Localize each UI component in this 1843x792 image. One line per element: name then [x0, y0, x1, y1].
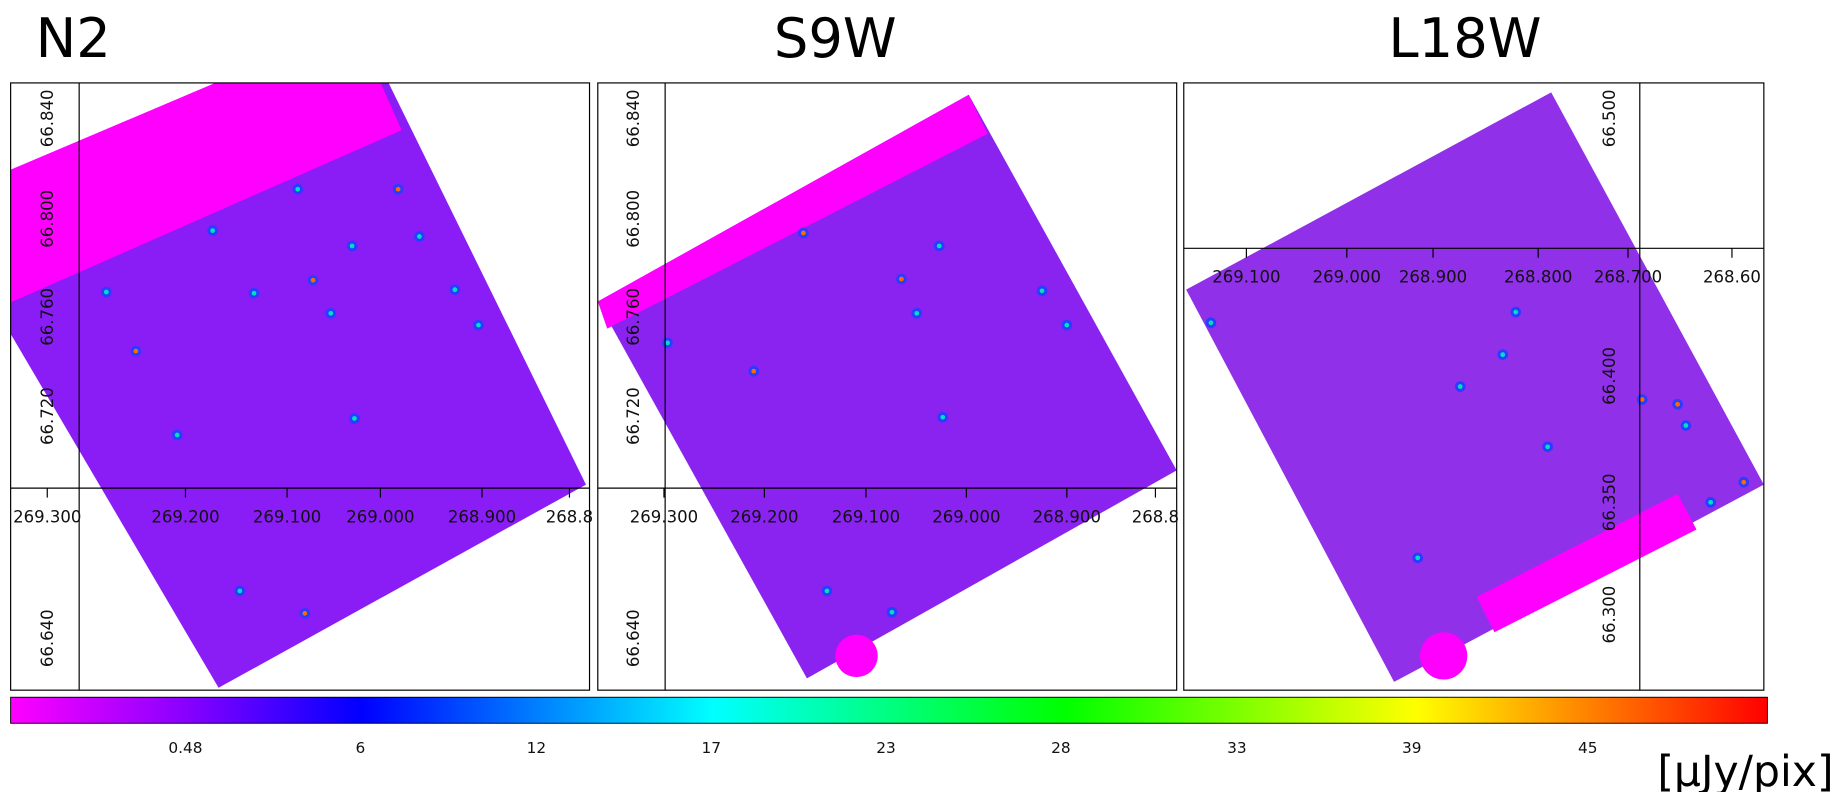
y-tick-label: 66.720 [38, 387, 57, 445]
y-tick-label: 66.800 [624, 190, 643, 248]
x-tick-label: 268.900 [448, 507, 516, 526]
panel-frame [1183, 82, 1765, 691]
source-core [1683, 423, 1689, 428]
image-n2 [10, 82, 586, 688]
colorbar-unit: [μJy/pix] [1657, 748, 1833, 792]
x-tick-label: 269.000 [346, 507, 414, 526]
source-core [1039, 288, 1045, 294]
y-tick-label: 66.300 [1600, 586, 1619, 644]
y-tick-label: 66.640 [624, 609, 643, 667]
source-core [174, 432, 180, 438]
source-core [899, 276, 904, 282]
source-core [1513, 309, 1519, 315]
source-core [751, 368, 757, 374]
source-core [328, 310, 334, 316]
sources [101, 183, 1750, 619]
source-core [1208, 320, 1214, 326]
colorbar-tick-label: 0.48 [168, 739, 202, 757]
source-core [133, 348, 139, 354]
source-core [302, 611, 308, 616]
panel-frame [597, 82, 1178, 691]
colorbar-tick-label: 6 [355, 739, 365, 757]
y-tick-label: 66.800 [38, 190, 57, 248]
y-tick-label: 66.400 [1600, 347, 1619, 405]
source-core [889, 609, 895, 615]
image-s9w [597, 94, 1177, 679]
source-core [1741, 479, 1747, 485]
y-tick-label: 66.720 [624, 387, 643, 445]
image-l18w [1186, 92, 1764, 682]
y-tick-label: 66.500 [1600, 89, 1619, 147]
source-core [800, 230, 806, 236]
colorbar-tick-label: 33 [1227, 739, 1247, 757]
source-core [310, 277, 316, 283]
source-core [237, 588, 243, 594]
source-core [352, 416, 357, 421]
source-core [476, 322, 481, 328]
x-tick-label: 269.000 [1313, 268, 1381, 287]
x-tick-label: 269.100 [253, 507, 321, 526]
source-core [1545, 444, 1551, 450]
colorbar-tick-label: 12 [527, 739, 547, 757]
x-tick-label: 269.200 [151, 507, 219, 526]
source-core [295, 186, 301, 192]
colorbar [10, 696, 1768, 724]
source-core [665, 340, 670, 346]
x-tick-label: 268.8 [546, 507, 593, 526]
source-core [1064, 322, 1070, 328]
x-tick-label: 269.200 [730, 507, 798, 526]
panel-title: N2 [36, 7, 111, 70]
source-core [1415, 555, 1421, 561]
colorbar-tick-label: 45 [1578, 739, 1598, 757]
source-core [1675, 401, 1680, 407]
source-core [936, 243, 942, 249]
source-core [1708, 499, 1714, 505]
x-tick-label: 268.900 [1033, 507, 1101, 526]
panel-title: L18W [1388, 7, 1541, 70]
x-tick-label: 268.60 [1703, 268, 1761, 287]
source-core [1639, 397, 1645, 402]
x-tick-label: 269.300 [630, 507, 698, 526]
y-tick-label: 66.760 [624, 288, 643, 346]
source-core [452, 287, 458, 293]
source-core [940, 414, 946, 420]
x-tick-label: 269.100 [832, 507, 900, 526]
x-tick-label: 269.000 [932, 507, 1000, 526]
y-tick-label: 66.640 [38, 609, 57, 667]
colorbar-tick-label: 28 [1051, 739, 1071, 757]
colorbar-tick-label: 23 [876, 739, 896, 757]
y-tick-label: 66.840 [38, 89, 57, 147]
x-tick-label: 268.700 [1594, 268, 1662, 287]
y-tick-label: 66.350 [1600, 473, 1619, 531]
y-tick-label: 66.840 [624, 89, 643, 147]
panel-title: S9W [774, 7, 897, 70]
source-core [251, 290, 257, 296]
x-tick-label: 268.800 [1504, 268, 1572, 287]
colorbar-tick-label: 17 [701, 739, 721, 757]
source-core [210, 228, 216, 233]
source-core [824, 588, 830, 594]
x-tick-label: 268.900 [1399, 268, 1467, 287]
source-core [1500, 352, 1506, 358]
x-tick-label: 268.8 [1132, 507, 1179, 526]
x-tick-label: 269.100 [1212, 268, 1280, 287]
x-tick-label: 269.300 [13, 507, 81, 526]
source-core [103, 289, 109, 295]
panel-frame [10, 82, 591, 691]
source-core [1457, 384, 1463, 389]
source-core [914, 310, 920, 316]
source-core [417, 234, 422, 239]
source-core [395, 186, 401, 192]
y-tick-label: 66.760 [38, 288, 57, 346]
source-core [349, 243, 355, 249]
colorbar-tick-label: 39 [1402, 739, 1422, 757]
